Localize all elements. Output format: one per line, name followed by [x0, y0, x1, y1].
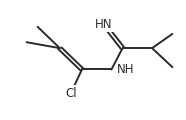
Text: NH: NH — [117, 63, 134, 76]
Text: Cl: Cl — [65, 87, 77, 100]
Text: HN: HN — [95, 18, 113, 31]
